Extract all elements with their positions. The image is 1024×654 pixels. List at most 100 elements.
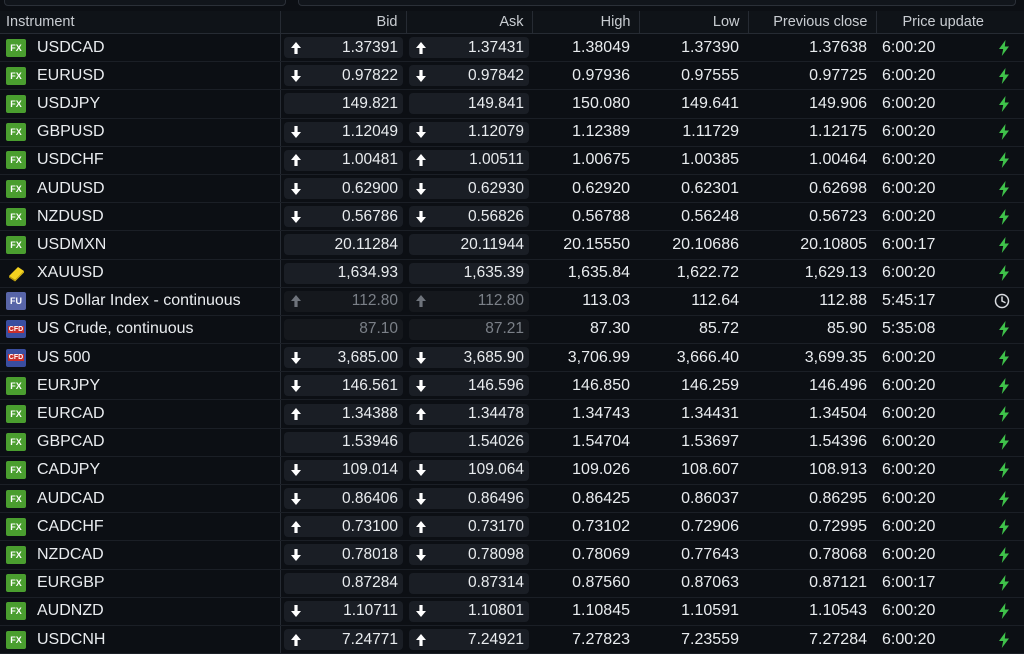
- ask-cell[interactable]: 0.86496: [406, 484, 532, 514]
- ask-cell[interactable]: 1.34478: [406, 399, 532, 429]
- bid-price-button[interactable]: 1,634.93: [283, 262, 403, 284]
- ask-cell[interactable]: 112.80: [406, 287, 532, 316]
- bid-cell[interactable]: 0.78018: [280, 540, 406, 570]
- ask-price-button[interactable]: 1.37431: [409, 37, 529, 59]
- bid-price-button[interactable]: 1.10711: [283, 600, 403, 622]
- instrument-cell[interactable]: FX EURCAD: [0, 399, 281, 429]
- quote-row[interactable]: FX GBPUSD 1.12049 1.12079 1.12389 1.11729 1.12…: [0, 118, 1024, 147]
- ask-price-button[interactable]: 1,635.39: [409, 262, 529, 284]
- bid-price-button[interactable]: 146.561: [283, 375, 403, 397]
- ask-cell[interactable]: 87.21: [406, 315, 532, 345]
- bid-cell[interactable]: 1.53946: [280, 428, 406, 457]
- column-header-ask[interactable]: Ask: [406, 11, 533, 34]
- ask-price-button[interactable]: 0.56826: [409, 206, 529, 228]
- quote-row[interactable]: FX USDJPY 149.821 149.841 150.080 149.641 149.…: [0, 89, 1024, 119]
- bid-price-button[interactable]: 87.10: [283, 318, 403, 340]
- instrument-cell[interactable]: XAUUSD: [0, 259, 281, 288]
- ask-price-button[interactable]: 87.21: [409, 318, 529, 340]
- ask-price-button[interactable]: 1.54026: [409, 431, 529, 453]
- ask-price-button[interactable]: 146.596: [409, 375, 529, 397]
- ask-price-button[interactable]: 0.87314: [409, 572, 529, 594]
- instrument-cell[interactable]: FX AUDUSD: [0, 174, 281, 204]
- bid-price-button[interactable]: 112.80: [283, 290, 403, 312]
- ask-cell[interactable]: 1.37431: [406, 33, 532, 63]
- ask-cell[interactable]: 149.841: [406, 89, 532, 119]
- quote-row[interactable]: FX EURCAD 1.34388 1.34478 1.34743 1.34431 1.34…: [0, 399, 1024, 429]
- quote-row[interactable]: FX USDCHF 1.00481 1.00511 1.00675 1.00385 1.00…: [0, 146, 1024, 175]
- bid-cell[interactable]: 0.86406: [280, 484, 406, 514]
- ask-price-button[interactable]: 149.841: [409, 93, 529, 115]
- bid-cell[interactable]: 1.12049: [280, 118, 406, 147]
- instrument-cell[interactable]: FX USDMXN: [0, 230, 281, 260]
- bid-price-button[interactable]: 0.86406: [283, 488, 403, 510]
- column-header-previous-close[interactable]: Previous close: [748, 11, 877, 34]
- ask-price-button[interactable]: 0.62930: [409, 178, 529, 200]
- instrument-cell[interactable]: FX GBPCAD: [0, 428, 281, 457]
- bid-cell[interactable]: 112.80: [280, 287, 406, 316]
- bid-price-button[interactable]: 1.00481: [283, 149, 403, 171]
- column-header-low[interactable]: Low: [639, 11, 749, 34]
- ask-price-button[interactable]: 1.12079: [409, 121, 529, 143]
- column-header-price-update[interactable]: Price update: [876, 11, 1024, 34]
- bid-price-button[interactable]: 1.37391: [283, 37, 403, 59]
- ask-cell[interactable]: 0.78098: [406, 540, 532, 570]
- ask-price-button[interactable]: 109.064: [409, 459, 529, 481]
- bid-price-button[interactable]: 0.73100: [283, 516, 403, 538]
- instrument-cell[interactable]: FX CADCHF: [0, 512, 281, 542]
- quote-row[interactable]: CFD US Crude, continuous 87.10 87.21 87.30 85…: [0, 315, 1024, 345]
- instrument-cell[interactable]: FU US Dollar Index - continuous: [0, 287, 281, 316]
- ask-price-button[interactable]: 20.11944: [409, 234, 529, 256]
- bid-cell[interactable]: 146.561: [280, 371, 406, 401]
- ask-cell[interactable]: 1.10801: [406, 597, 532, 626]
- quote-row[interactable]: FX EURUSD 0.97822 0.97842 0.97936 0.97555 0.97…: [0, 61, 1024, 91]
- bid-cell[interactable]: 87.10: [280, 315, 406, 345]
- ask-price-button[interactable]: 0.78098: [409, 544, 529, 566]
- column-header-bid[interactable]: Bid: [280, 11, 407, 34]
- instrument-cell[interactable]: FX NZDUSD: [0, 202, 281, 232]
- quote-row[interactable]: CFD US 500 3,685.00 3,685.90 3,706.99 3,666.4…: [0, 343, 1024, 373]
- bid-cell[interactable]: 20.11284: [280, 230, 406, 260]
- bid-cell[interactable]: 1,634.93: [280, 259, 406, 288]
- instrument-cell[interactable]: FX USDCAD: [0, 33, 281, 63]
- ask-cell[interactable]: 20.11944: [406, 230, 532, 260]
- ask-price-button[interactable]: 1.00511: [409, 149, 529, 171]
- quote-row[interactable]: FX USDMXN 20.11284 20.11944 20.15550 20.10686…: [0, 230, 1024, 260]
- bid-cell[interactable]: 1.34388: [280, 399, 406, 429]
- quote-row[interactable]: FX USDCAD 1.37391 1.37431 1.38049 1.37390 1.37…: [0, 33, 1024, 63]
- instrument-cell[interactable]: FX CADJPY: [0, 456, 281, 486]
- bid-price-button[interactable]: 20.11284: [283, 234, 403, 256]
- instrument-cell[interactable]: FX EURJPY: [0, 371, 281, 401]
- bid-price-button[interactable]: 109.014: [283, 459, 403, 481]
- quote-row[interactable]: FX AUDCAD 0.86406 0.86496 0.86425 0.86037 0.86…: [0, 484, 1024, 514]
- ask-cell[interactable]: 0.73170: [406, 512, 532, 542]
- bid-cell[interactable]: 7.24771: [280, 625, 406, 654]
- quote-row[interactable]: FX AUDUSD 0.62900 0.62930 0.62920 0.62301 0.62…: [0, 174, 1024, 204]
- quote-row[interactable]: FX GBPCAD 1.53946 1.54026 1.54704 1.53697 1.54…: [0, 428, 1024, 457]
- quote-row[interactable]: FX NZDUSD 0.56786 0.56826 0.56788 0.56248 0.56…: [0, 202, 1024, 232]
- instrument-cell[interactable]: CFD US Crude, continuous: [0, 315, 281, 345]
- ask-price-button[interactable]: 0.97842: [409, 65, 529, 87]
- bid-cell[interactable]: 149.821: [280, 89, 406, 119]
- column-header-instrument[interactable]: Instrument: [0, 11, 281, 34]
- instrument-cell[interactable]: FX AUDCAD: [0, 484, 281, 514]
- bid-cell[interactable]: 0.73100: [280, 512, 406, 542]
- ask-price-button[interactable]: 0.86496: [409, 488, 529, 510]
- bid-price-button[interactable]: 1.34388: [283, 403, 403, 425]
- bid-cell[interactable]: 0.87284: [280, 569, 406, 598]
- quote-row[interactable]: FX CADCHF 0.73100 0.73170 0.73102 0.72906 0.72…: [0, 512, 1024, 542]
- bid-price-button[interactable]: 1.53946: [283, 431, 403, 453]
- ask-price-button[interactable]: 0.73170: [409, 516, 529, 538]
- ask-cell[interactable]: 0.56826: [406, 202, 532, 232]
- quote-row[interactable]: FX USDCNH 7.24771 7.24921 7.27823 7.23559 7.27…: [0, 625, 1024, 654]
- ask-cell[interactable]: 0.97842: [406, 61, 532, 91]
- bid-price-button[interactable]: 0.87284: [283, 572, 403, 594]
- quote-row[interactable]: FX NZDCAD 0.78018 0.78098 0.78069 0.77643 0.78…: [0, 540, 1024, 570]
- quote-row[interactable]: FX EURGBP 0.87284 0.87314 0.87560 0.87063 0.87…: [0, 569, 1024, 598]
- bid-cell[interactable]: 0.97822: [280, 61, 406, 91]
- ask-price-button[interactable]: 112.80: [409, 290, 529, 312]
- instrument-cell[interactable]: FX EURGBP: [0, 569, 281, 598]
- bid-price-button[interactable]: 7.24771: [283, 629, 403, 651]
- instrument-cell[interactable]: FX USDCNH: [0, 625, 281, 654]
- quote-row[interactable]: FX AUDNZD 1.10711 1.10801 1.10845 1.10591 1.10…: [0, 597, 1024, 626]
- bid-cell[interactable]: 3,685.00: [280, 343, 406, 373]
